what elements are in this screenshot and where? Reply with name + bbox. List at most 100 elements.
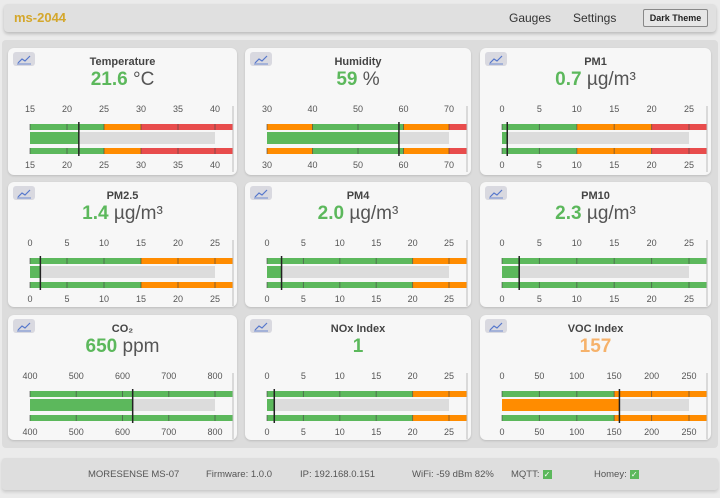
model-label: MORESENSE MS-07 — [88, 469, 180, 480]
tick-label-top: 10 — [572, 238, 582, 248]
zone-green — [30, 282, 141, 288]
dark-theme-button[interactable]: Dark Theme — [643, 9, 708, 27]
nav-gauges[interactable]: Gauges — [509, 11, 552, 25]
tick-label-top: 10 — [335, 371, 345, 381]
gauge-bar: 0 0 5 5 10 10 15 15 20 20 25 25 — [499, 104, 708, 172]
zone-red — [651, 148, 707, 154]
gauge-fill — [502, 266, 520, 278]
nav-settings[interactable]: Settings — [573, 11, 617, 25]
gauge-bar: 400 400 500 500 600 600 700 700 800 800 — [22, 371, 234, 439]
gauge-card: PM4 2.0 µg/m³ 0 0 5 5 10 10 15 15 20 20 25 25 — [245, 182, 471, 307]
gauge-title: NOx Index — [330, 323, 386, 335]
tick-label-bottom: 100 — [569, 427, 584, 437]
tick-label-bottom: 10 — [335, 427, 345, 437]
tick-label-top: 25 — [444, 371, 454, 381]
line-chart-icon — [489, 322, 503, 332]
zone-orange — [412, 282, 467, 288]
gauge-unit: °C — [132, 69, 155, 90]
tick-label-bottom: 200 — [644, 427, 659, 437]
tick-label-top: 15 — [609, 238, 619, 248]
gauge-bar: 0 0 5 5 10 10 15 15 20 20 25 25 — [27, 238, 234, 306]
tick-label-bottom: 400 — [22, 427, 37, 437]
mqtt-label: MQTT: — [511, 469, 540, 480]
gauge-unit: µg/m³ — [586, 203, 636, 224]
tick-label-bottom: 25 — [99, 160, 109, 170]
chart-button[interactable] — [485, 186, 507, 200]
tick-label-bottom: 30 — [262, 160, 272, 170]
tick-label-bottom: 20 — [647, 160, 657, 170]
tick-label-top: 35 — [173, 104, 183, 114]
chart-button[interactable] — [250, 186, 272, 200]
tick-label-top: 50 — [353, 104, 363, 114]
chart-button[interactable] — [485, 319, 507, 333]
tick-label-top: 5 — [301, 371, 306, 381]
gauge-unit: ppm — [122, 336, 160, 357]
gauge-fill — [267, 132, 399, 144]
tick-label-top: 800 — [207, 371, 222, 381]
tick-label-top: 0 — [27, 238, 32, 248]
chart-button[interactable] — [13, 319, 35, 333]
line-chart-icon — [17, 322, 31, 332]
gauge-value: 2.3 — [555, 203, 582, 224]
chart-button[interactable] — [13, 186, 35, 200]
gauge-bar: 0 0 50 50 100 100 150 150 200 200 250 250 — [499, 371, 708, 439]
gauge-card: VOC Index 157 0 0 50 50 100 100 150 150 200 200 25… — [480, 315, 711, 440]
gauge-value: 157 — [579, 336, 612, 357]
zone-orange — [403, 148, 449, 154]
chart-button[interactable] — [250, 319, 272, 333]
tick-label-top: 600 — [115, 371, 130, 381]
gauge-card: Humidity 59 % 30 30 40 40 50 50 60 60 70 70 — [245, 48, 471, 175]
gauge-fill — [30, 266, 41, 278]
wifi-label: WiFi: -59 dBm 82% — [412, 469, 494, 480]
gauge-track — [30, 266, 215, 278]
tick-label-bottom: 5 — [64, 294, 69, 304]
chart-button[interactable] — [485, 52, 507, 66]
tick-label-bottom: 35 — [173, 160, 183, 170]
tick-label-bottom: 15 — [609, 160, 619, 170]
tick-label-bottom: 5 — [301, 427, 306, 437]
gauge-unit: % — [362, 69, 380, 90]
chart-button[interactable] — [13, 52, 35, 66]
tick-label-top: 0 — [264, 371, 269, 381]
zone-orange — [104, 148, 141, 154]
tick-label-bottom: 15 — [371, 427, 381, 437]
tick-label-bottom: 250 — [681, 427, 696, 437]
gauge-bar: 15 15 20 20 25 25 30 30 35 35 40 40 — [25, 104, 234, 172]
gauge-grid: Temperature 21.6 °C 15 15 20 20 25 25 30 30 35 35 4… — [2, 40, 718, 448]
gauge-value: 21.6 — [90, 69, 128, 90]
zone-red — [449, 148, 467, 154]
gauge-card: Temperature 21.6 °C 15 15 20 20 25 25 30 30 35 35 4… — [8, 48, 237, 175]
tick-label-top: 0 — [499, 104, 504, 114]
tick-label-bottom: 5 — [537, 160, 542, 170]
tick-label-bottom: 150 — [607, 427, 622, 437]
tick-label-top: 150 — [607, 371, 622, 381]
tick-label-bottom: 800 — [207, 427, 222, 437]
tick-label-bottom: 25 — [210, 294, 220, 304]
tick-label-top: 60 — [398, 104, 408, 114]
zone-green — [30, 415, 233, 421]
tick-label-top: 5 — [537, 104, 542, 114]
gauge-title: PM1 — [584, 56, 607, 68]
tick-label-top: 15 — [371, 238, 381, 248]
tick-label-top: 10 — [99, 238, 109, 248]
tick-label-bottom: 0 — [264, 294, 269, 304]
tick-label-bottom: 15 — [371, 294, 381, 304]
gauge-unit: µg/m³ — [113, 203, 163, 224]
gauge-bar: 30 30 40 40 50 50 60 60 70 70 — [262, 104, 468, 172]
zone-green — [502, 391, 615, 397]
tick-label-top: 20 — [408, 238, 418, 248]
tick-label-top: 70 — [444, 104, 454, 114]
zone-orange — [141, 258, 233, 264]
tick-label-bottom: 5 — [301, 294, 306, 304]
gauge-track — [267, 266, 449, 278]
gauge-fill — [30, 132, 79, 144]
mqtt-check-icon: ✓ — [542, 469, 552, 479]
chart-button[interactable] — [250, 52, 272, 66]
zone-orange — [267, 124, 313, 130]
homey-label: Homey: — [594, 469, 627, 480]
tick-label-bottom: 0 — [499, 294, 504, 304]
tick-label-top: 20 — [173, 238, 183, 248]
gauge-value: 1 — [352, 336, 364, 357]
tick-label-top: 20 — [408, 371, 418, 381]
zone-red — [141, 124, 233, 130]
